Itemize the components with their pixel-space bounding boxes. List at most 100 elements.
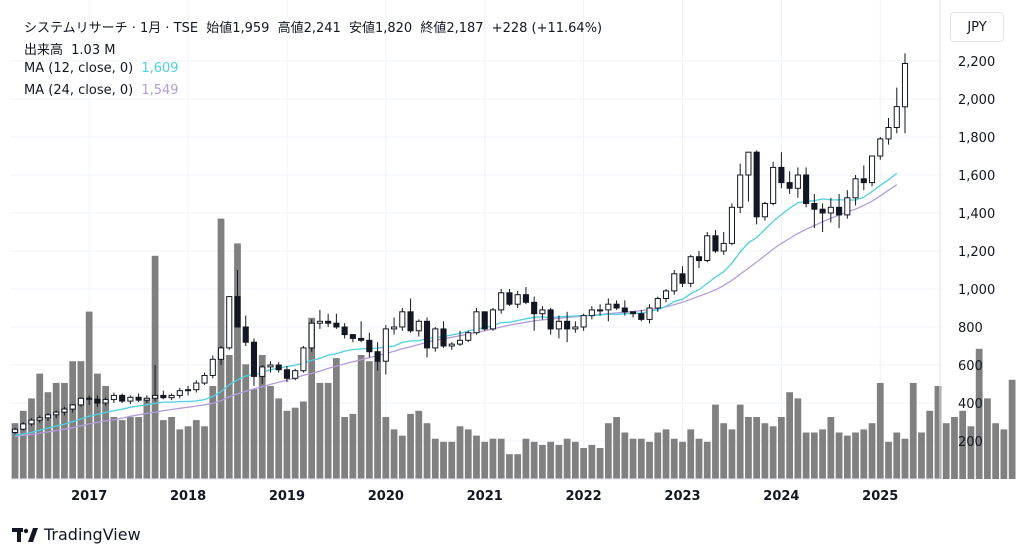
x-tick-label: 2017	[71, 489, 107, 504]
candle-up	[110, 394, 117, 401]
candle-down	[275, 364, 282, 371]
volume-bar	[19, 410, 27, 479]
volume-bar	[687, 429, 695, 479]
y-tick-label: 200	[958, 435, 983, 450]
volume-bar	[184, 426, 192, 479]
volume-bar	[918, 432, 925, 479]
ma24-value: 1,549	[141, 83, 179, 98]
candle-up	[770, 166, 777, 204]
volume-bar	[992, 423, 1000, 479]
candle-up	[654, 298, 661, 309]
volume-bar	[316, 382, 324, 479]
candle-down	[786, 182, 793, 189]
candle-down	[366, 339, 373, 353]
volume-bar	[679, 441, 686, 479]
grid-lines	[10, 0, 940, 479]
candle-up	[226, 296, 233, 349]
volume-bar	[497, 438, 505, 479]
volume-bar	[506, 454, 513, 479]
candle-up	[127, 396, 134, 402]
candle-down	[119, 394, 126, 402]
volume-bar	[662, 429, 670, 479]
volume-bar	[440, 441, 447, 479]
candle-up	[432, 328, 439, 349]
y-tick-label: 1,000	[958, 283, 995, 298]
volume-bar	[209, 386, 217, 479]
candle-up	[473, 311, 480, 334]
volume-bar	[365, 361, 373, 479]
candle-up	[53, 411, 60, 416]
candle-up	[728, 206, 735, 244]
volume-bar	[843, 435, 851, 479]
candle-up	[687, 256, 694, 284]
change-value: +228 (+11.64%)	[491, 21, 603, 36]
candle-down	[712, 235, 719, 252]
ma24-label: MA (24, close, 0)	[24, 83, 134, 98]
candle-up	[201, 374, 208, 384]
volume-bar	[357, 355, 365, 479]
ma12-value: 1,609	[141, 61, 179, 76]
volume-bar	[720, 423, 728, 479]
candle-down	[819, 208, 826, 214]
candle-up	[102, 399, 109, 404]
candle-up	[217, 347, 225, 360]
volume-bar	[415, 410, 423, 479]
high-value: 高値2,241	[277, 21, 341, 36]
volume-bar	[736, 404, 744, 479]
volume-bar	[44, 392, 52, 479]
candle-down	[613, 303, 620, 309]
candle-up	[415, 320, 422, 332]
ma12-legend: MA (12, close, 0) 1,609	[24, 61, 183, 76]
candle-down	[753, 151, 760, 218]
candle-up	[868, 155, 876, 184]
volume-bar	[876, 382, 884, 479]
volume-bar	[341, 417, 349, 479]
currency-button[interactable]: JPY	[950, 12, 1004, 42]
candle-up	[456, 339, 464, 345]
price-chart[interactable]: 200 400 600 800 1,000 1,200 1,400 1,600 1,800 2,0…	[0, 0, 1024, 520]
volume-bar	[959, 410, 967, 479]
candle-down	[341, 326, 348, 336]
volume-bar	[984, 398, 991, 479]
volume-bar	[374, 361, 381, 479]
volume-bar	[868, 423, 876, 479]
volume-bar	[835, 432, 843, 479]
volume-bar	[225, 355, 233, 479]
candle-up	[448, 343, 455, 347]
candle-down	[860, 178, 867, 184]
volume-bar	[192, 420, 200, 479]
candle-down	[679, 273, 686, 284]
candle-down	[836, 206, 843, 216]
candle-down	[283, 369, 290, 379]
x-tick-label: 2024	[763, 489, 799, 504]
candle-up	[209, 358, 216, 376]
volume-bar	[448, 441, 456, 479]
volume-bar	[547, 441, 555, 479]
candle-up	[597, 309, 604, 312]
x-tick-label: 2023	[664, 489, 700, 504]
volume-bar	[514, 454, 522, 479]
candle-down	[547, 309, 554, 330]
volume-bar	[431, 438, 439, 479]
volume-bar	[613, 417, 620, 479]
volume-bar	[390, 429, 398, 479]
volume-bar	[234, 243, 241, 479]
candle-down	[94, 398, 101, 404]
tradingview-logo[interactable]: TradingView	[12, 525, 141, 544]
candle-up	[168, 394, 175, 399]
candle-up	[61, 408, 68, 413]
ohlc-legend: システムリサーチ · 1月 · TSE 始値1,959 高値2,241 安値1,…	[24, 17, 606, 36]
volume-bar	[555, 444, 563, 479]
volume-bar	[201, 426, 208, 479]
candle-up	[555, 320, 562, 330]
volume-bar	[596, 448, 604, 479]
candle-up	[11, 428, 19, 433]
candle-down	[803, 174, 810, 204]
candle-down	[531, 301, 538, 315]
volume-bar	[61, 382, 68, 479]
y-tick-label: 1,400	[958, 207, 995, 222]
candle-up	[646, 307, 653, 320]
volume-bar	[588, 444, 596, 479]
candle-up	[382, 328, 389, 362]
volume-bar	[176, 429, 184, 479]
